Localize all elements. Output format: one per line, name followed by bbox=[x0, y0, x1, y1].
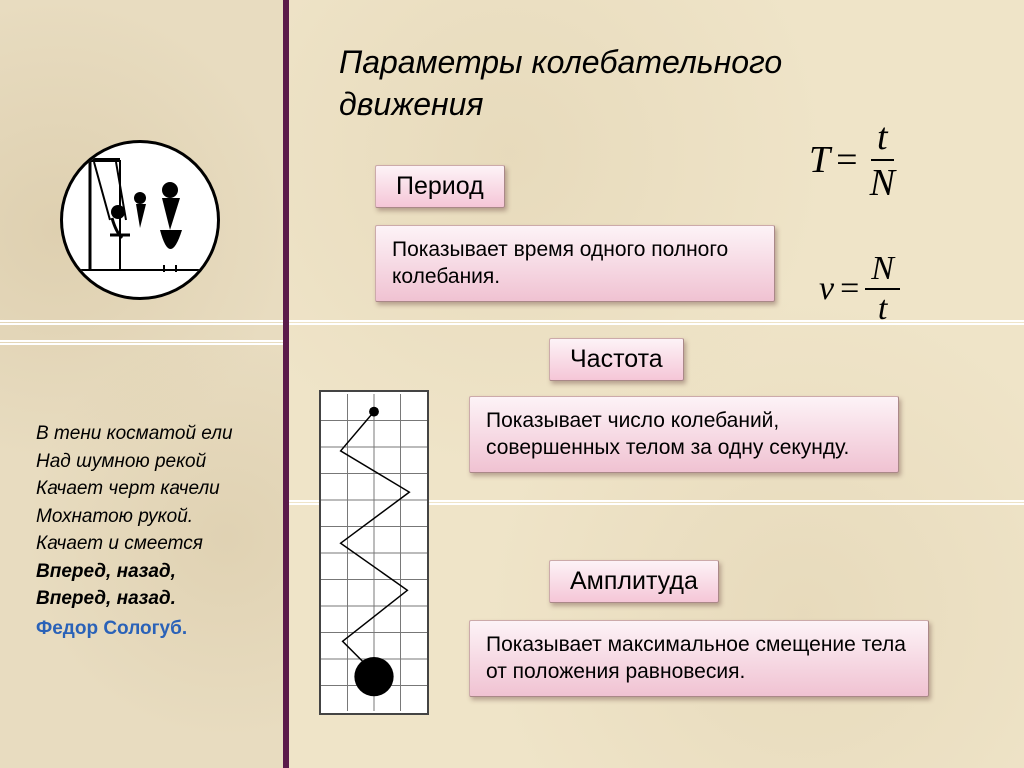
amplitude-desc: Показывает максимальное смещение тела от… bbox=[469, 620, 929, 697]
swing-illustration bbox=[60, 140, 220, 300]
page-title: Параметры колебательного движения bbox=[339, 42, 782, 125]
pendulum-diagram bbox=[319, 390, 429, 715]
period-desc: Показывает время одного полного колебани… bbox=[375, 225, 775, 302]
period-label: Период bbox=[375, 165, 505, 208]
poem-line: В тени косматой ели bbox=[36, 420, 263, 448]
frequency-label: Частота bbox=[549, 338, 684, 381]
poem-line: Вперед, назад, bbox=[36, 558, 263, 586]
title-line: Параметры колебательного bbox=[339, 44, 782, 80]
poem-line: Качает и смеется bbox=[36, 530, 263, 558]
poem-line: Качает черт качели bbox=[36, 475, 263, 503]
amplitude-label: Амплитуда bbox=[549, 560, 719, 603]
frequency-formula: ν = N t bbox=[819, 250, 900, 328]
left-top-area bbox=[0, 0, 283, 360]
period-formula: T = t N bbox=[809, 115, 901, 205]
separator bbox=[289, 320, 1024, 322]
poem-line: Мохнатою рукой. bbox=[36, 503, 263, 531]
poem-line: Вперед, назад. bbox=[36, 585, 263, 613]
separator bbox=[289, 323, 1024, 325]
poem-author: Федор Сологуб. bbox=[36, 615, 263, 643]
title-line: движения bbox=[339, 86, 484, 122]
poem-line: Над шумною рекой bbox=[36, 448, 263, 476]
content-panel: Параметры колебательного движения Период… bbox=[289, 0, 1024, 768]
poem-block: В тени косматой ели Над шумною рекой Кач… bbox=[0, 420, 283, 642]
left-panel: В тени косматой ели Над шумною рекой Кач… bbox=[0, 0, 283, 768]
frequency-desc: Показывает число колебаний, совершенных … bbox=[469, 396, 899, 473]
